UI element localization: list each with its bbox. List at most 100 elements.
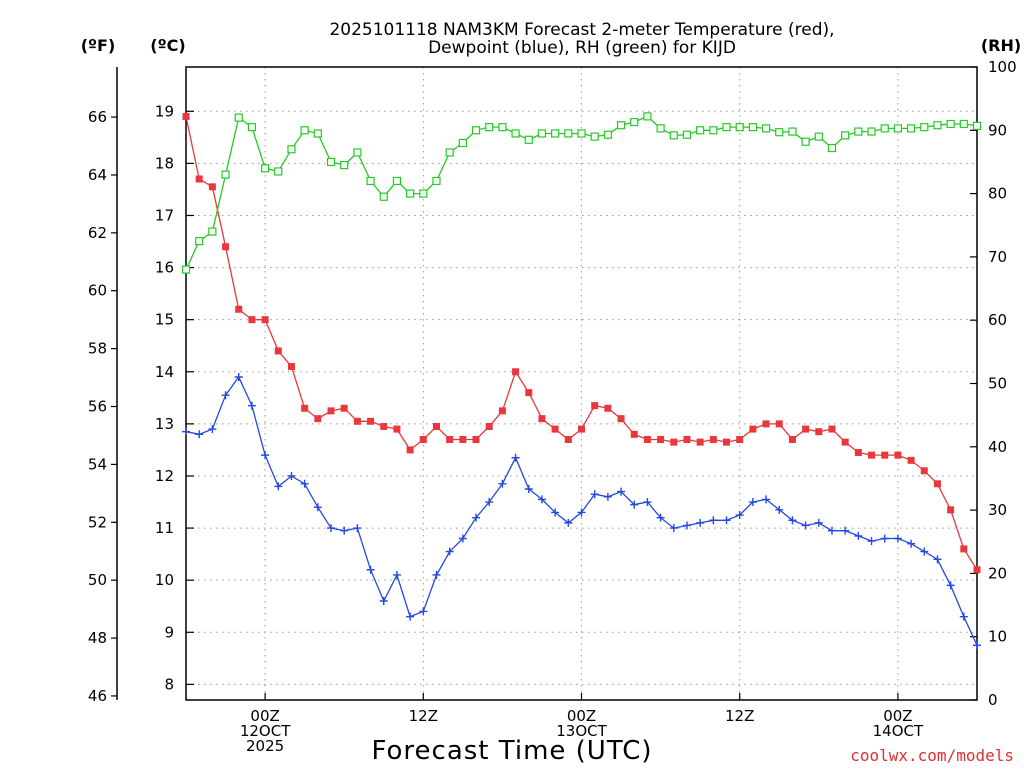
dewpoint-point — [669, 524, 678, 533]
temperature-point — [762, 420, 770, 428]
temperature-point — [446, 436, 454, 444]
rh-point — [722, 123, 731, 132]
temperature-point — [657, 436, 665, 444]
celsius-tick-label: 10 — [155, 571, 174, 589]
temperature-point — [670, 438, 678, 446]
temperature-point — [353, 417, 361, 425]
dewpoint-point — [788, 516, 797, 525]
rh-point — [603, 130, 612, 139]
temperature-point — [406, 446, 414, 454]
temperature-point — [841, 438, 849, 446]
rh-point — [880, 124, 889, 133]
rh-point — [801, 137, 810, 146]
temperature-point — [564, 436, 572, 444]
dewpoint-point — [946, 581, 955, 590]
dewpoint-point — [775, 505, 784, 514]
fahrenheit-tick-label: 64 — [88, 166, 107, 184]
rh-point — [511, 129, 520, 138]
temperature-point — [208, 183, 216, 191]
dewpoint-point — [551, 508, 560, 517]
gridlines — [186, 67, 977, 700]
temperature-point — [261, 316, 269, 324]
rh-tick-label: 60 — [988, 311, 1007, 329]
temperature-point — [630, 430, 638, 438]
temperature-point — [723, 438, 731, 446]
celsius-tick-label: 13 — [155, 415, 174, 433]
dewpoint-point — [682, 521, 691, 530]
dewpoint-point — [814, 518, 823, 527]
fahrenheit-tick-label: 58 — [88, 340, 107, 358]
rh-point — [261, 164, 270, 173]
dewpoint-point — [827, 526, 836, 535]
temperature-point — [301, 404, 309, 412]
dewpoint-point — [880, 534, 889, 543]
rh-tick-label: 20 — [988, 564, 1007, 582]
rh-point — [406, 189, 415, 198]
rh-point — [498, 123, 507, 132]
temperature-point — [643, 436, 651, 444]
rh-point — [221, 170, 230, 179]
celsius-tick-label: 17 — [155, 206, 174, 224]
rh-point — [933, 121, 942, 130]
dewpoint-point — [485, 498, 494, 507]
celsius-tick-label: 12 — [155, 467, 174, 485]
rh-point — [340, 161, 349, 170]
fahrenheit-unit-label: (ºF) — [81, 36, 116, 55]
rh-point — [432, 176, 441, 186]
dewpoint-point — [841, 526, 850, 535]
dewpoint-point — [458, 534, 467, 543]
dewpoint-point — [287, 471, 296, 480]
temperature-point — [854, 449, 862, 457]
rh-point — [326, 157, 336, 167]
rh-point — [537, 129, 547, 138]
dewpoint-point — [182, 427, 190, 436]
rh-point — [616, 121, 626, 130]
rh-point — [419, 189, 428, 198]
x-axis-title: Forecast Time (UTC) — [371, 736, 652, 766]
celsius-unit-label: (ºC) — [150, 36, 185, 55]
rh-point — [458, 138, 467, 148]
dewpoint-point — [762, 495, 771, 504]
rh-point — [366, 176, 375, 186]
rh-point — [709, 126, 718, 135]
rh-point — [471, 126, 481, 135]
temperature-point — [802, 425, 810, 433]
temperature-point — [287, 363, 295, 371]
dewpoint-point — [432, 570, 441, 579]
rh-tick-label: 90 — [988, 121, 1007, 139]
temperature-point — [788, 436, 796, 444]
x-tick-label: 2025 — [246, 737, 284, 755]
dewpoint-point — [933, 555, 942, 564]
dewpoint-point — [577, 508, 586, 517]
fahrenheit-tick-label: 66 — [88, 108, 107, 126]
dewpoint-point — [537, 495, 546, 504]
rh-point — [590, 132, 599, 141]
chart-title-line2: Dewpoint (blue), RH (green) for KIJD — [428, 38, 736, 58]
x-tick-label: 00Z — [567, 707, 596, 725]
rh-unit-label: (RH) — [981, 36, 1021, 55]
temperature-point — [815, 428, 823, 436]
temperature-point — [551, 425, 559, 433]
dewpoint-point — [973, 641, 981, 650]
temperature-point — [973, 566, 981, 574]
temperature-point — [419, 436, 427, 444]
celsius-tick-label: 15 — [155, 311, 174, 329]
dewpoint-point — [419, 607, 428, 616]
rh-point — [313, 129, 322, 138]
temperature-point — [907, 456, 915, 464]
temperature-point — [248, 316, 256, 324]
plot-frame — [185, 66, 978, 701]
fahrenheit-tick-label: 50 — [88, 571, 107, 589]
temperature-point — [235, 305, 243, 313]
rh-point — [920, 123, 929, 132]
dewpoint-point — [603, 492, 612, 501]
dewpoint-point — [366, 565, 375, 574]
dewpoint-point — [867, 537, 876, 546]
rh-point — [524, 135, 533, 144]
dewpoint-point — [630, 500, 639, 509]
rh-tick-label: 80 — [988, 185, 1007, 203]
celsius-tick-label: 11 — [155, 519, 174, 537]
dewpoint-point — [221, 391, 230, 400]
dewpoint-point — [472, 513, 481, 522]
